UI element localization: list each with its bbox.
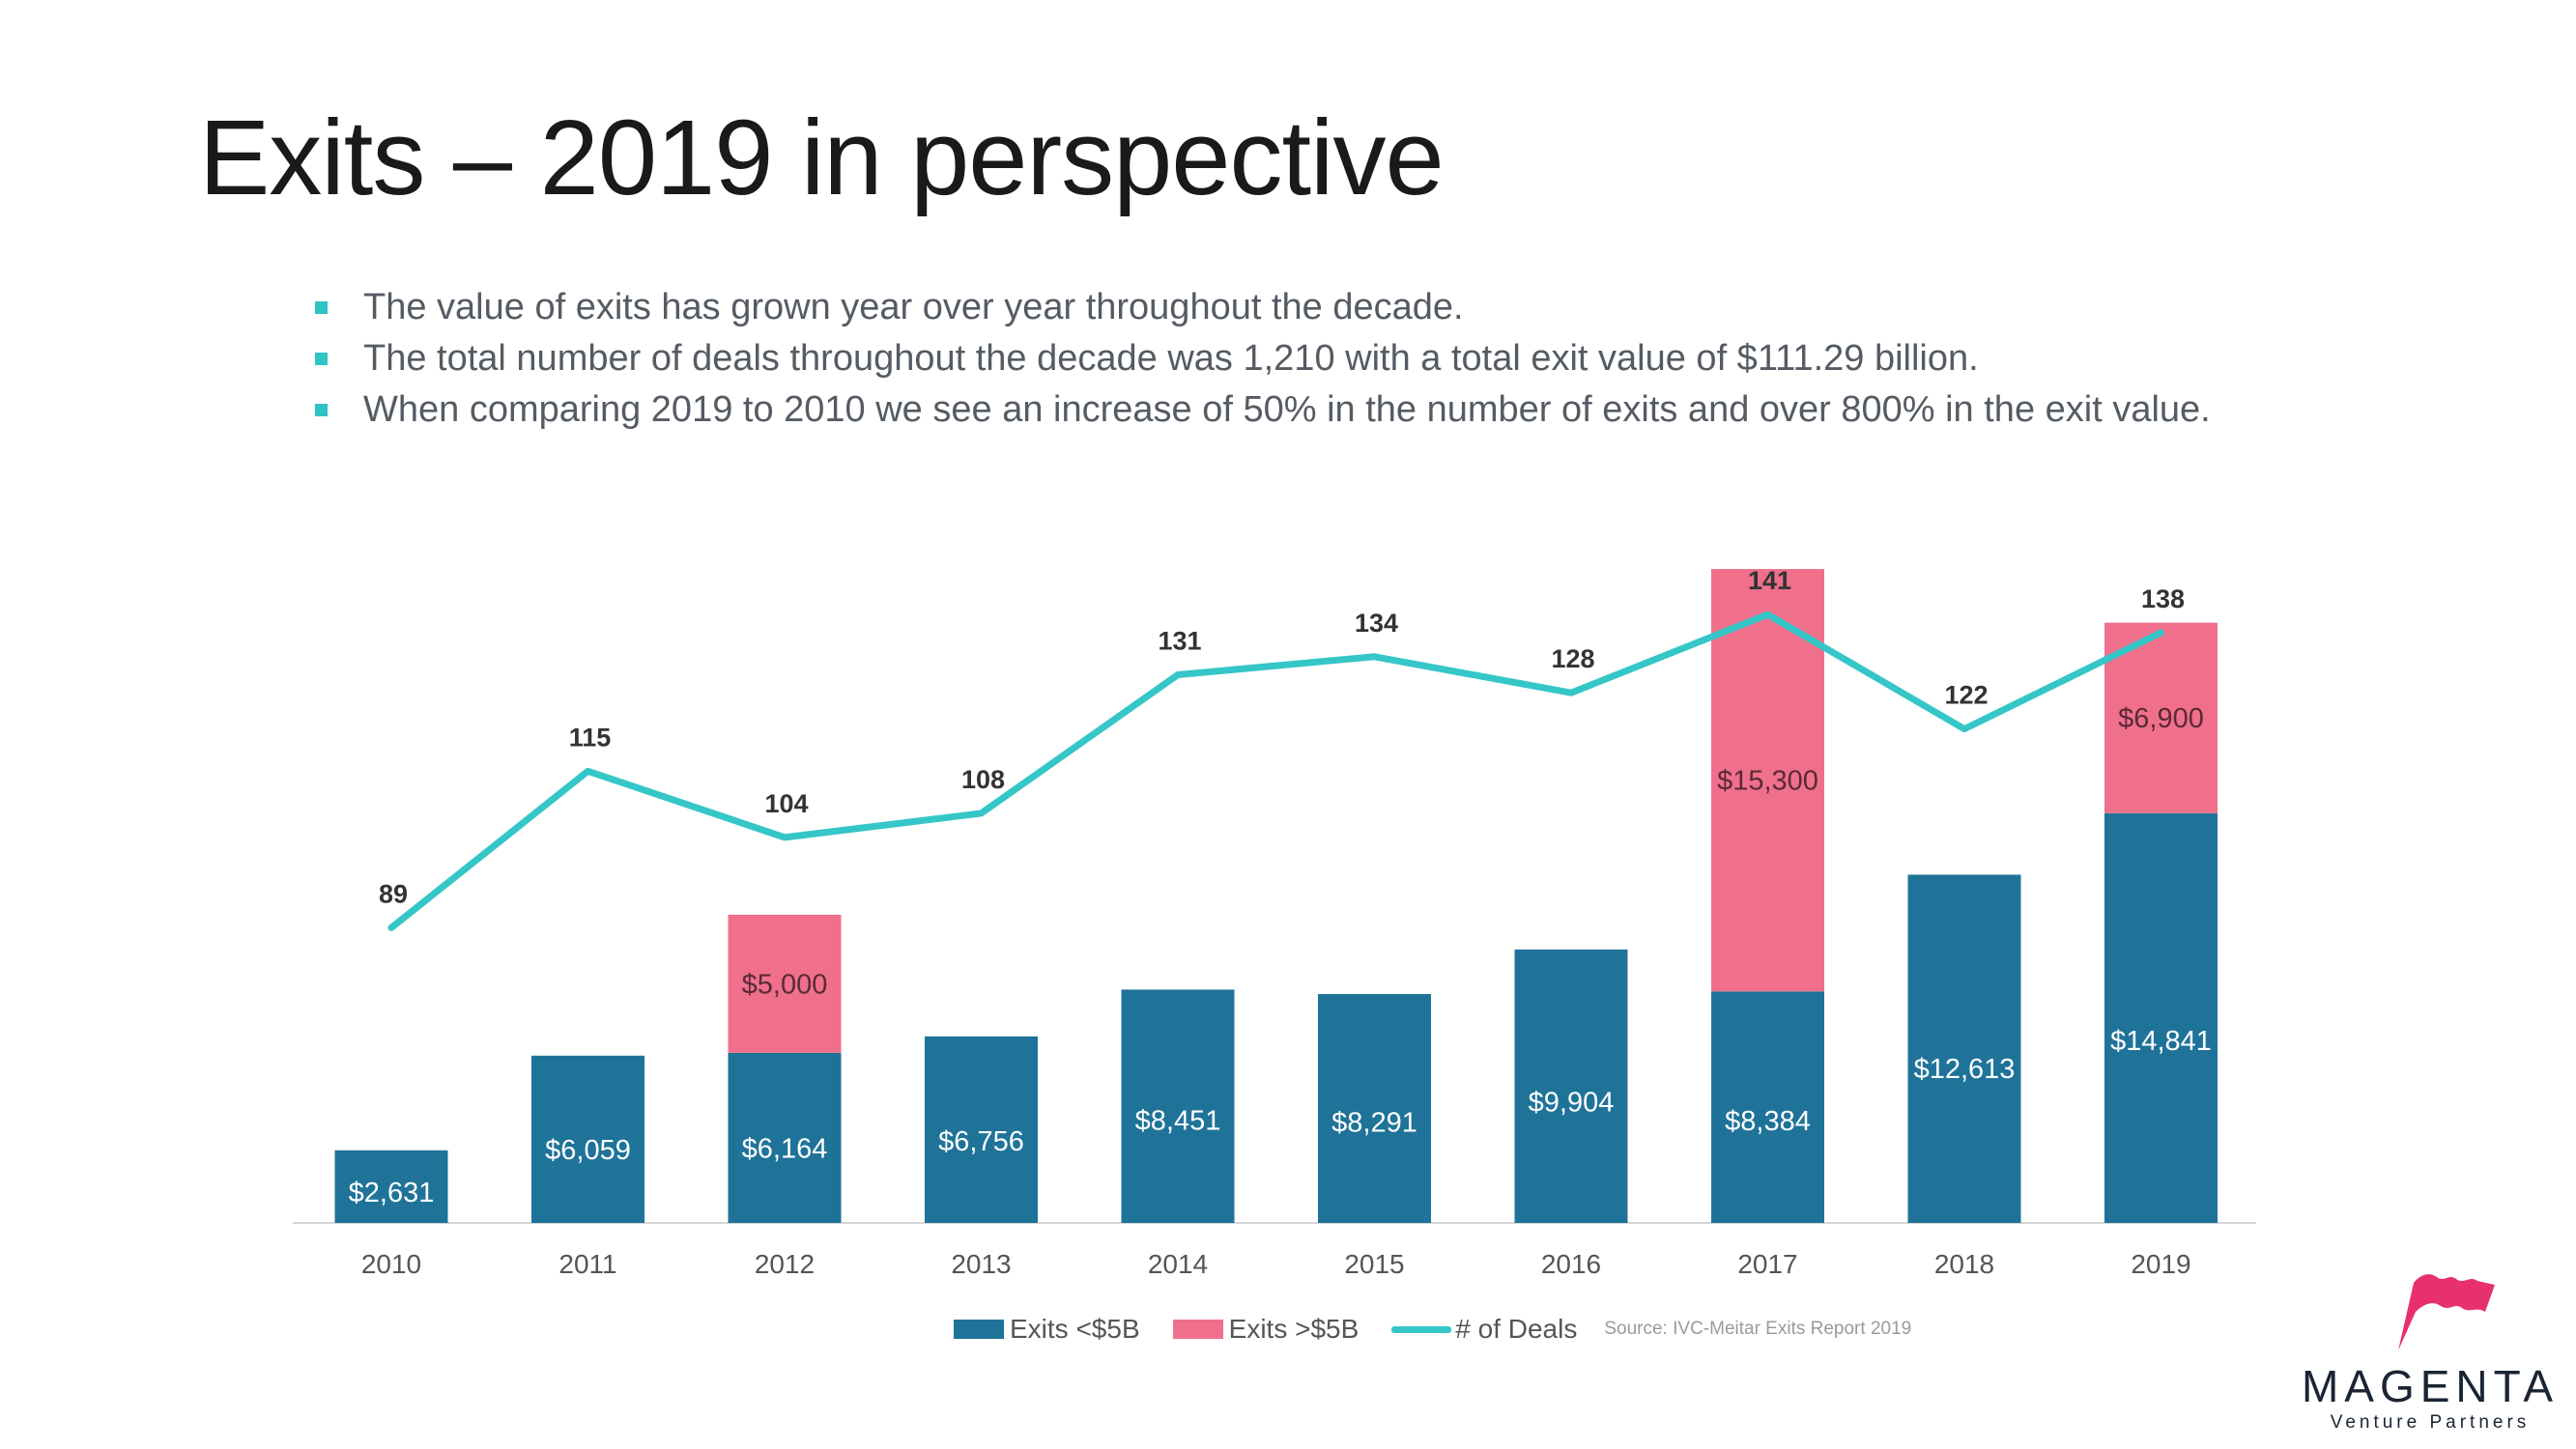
bar-value-label: $8,291 — [1331, 1107, 1417, 1138]
bar-value-label: $6,756 — [938, 1126, 1024, 1157]
bullet-text: When comparing 2019 to 2010 we see an in… — [363, 389, 2211, 430]
x-tick-label: 2014 — [1148, 1249, 1208, 1279]
x-tick-label: 2016 — [1541, 1249, 1601, 1279]
x-tick-label: 2010 — [361, 1249, 421, 1279]
legend-swatch — [1172, 1320, 1223, 1339]
chart-legend: Exits <$5B Exits >$5B # of Deals Source:… — [954, 1314, 1911, 1345]
bar-value-label: $12,613 — [1914, 1054, 2016, 1085]
magenta-logo: MAGENTA Venture Partners — [2300, 1265, 2561, 1439]
deals-value-label: 128 — [1551, 644, 1594, 673]
legend-item-exits-large: Exits >$5B — [1172, 1314, 1360, 1345]
bar-value-label: $6,059 — [545, 1135, 631, 1166]
deals-value-label: 141 — [1748, 566, 1791, 595]
bullet-square-icon — [315, 353, 328, 365]
bullet-square-icon — [315, 404, 328, 416]
bullet-text: The value of exits has grown year over y… — [363, 287, 1464, 327]
page-title: Exits – 2019 in perspective — [199, 99, 1445, 217]
bar-value-label: $2,631 — [349, 1178, 435, 1208]
bullet-item: When comparing 2019 to 2010 we see an in… — [315, 384, 2211, 436]
bar-exits-small — [1907, 874, 2021, 1223]
bullet-item: The total number of deals throughout the… — [315, 333, 2211, 384]
deals-value-label: 104 — [764, 789, 808, 818]
legend-label: # of Deals — [1455, 1314, 1578, 1344]
bar-exits-small — [1318, 994, 1431, 1223]
deals-value-label: 89 — [379, 879, 408, 908]
bar-exits-small — [334, 1150, 448, 1223]
legend-item-exits-small: Exits <$5B — [954, 1314, 1140, 1345]
legend-item-deals: # of Deals — [1391, 1314, 1577, 1345]
bullet-text: The total number of deals throughout the… — [363, 338, 1979, 379]
logo-wordmark: MAGENTA — [2301, 1361, 2560, 1411]
bar-value-label: $14,841 — [2110, 1026, 2212, 1057]
x-tick-label: 2019 — [2131, 1249, 2190, 1279]
bar-exits-small — [531, 1055, 644, 1223]
legend-label: Exits >$5B — [1228, 1314, 1360, 1344]
bar-exits-small — [1121, 989, 1235, 1223]
bar-value-label: $6,164 — [742, 1134, 828, 1165]
bullet-list: The value of exits has grown year over y… — [315, 282, 2211, 436]
bar-value-label: $9,904 — [1529, 1088, 1615, 1119]
x-tick-label: 2018 — [1934, 1249, 1994, 1279]
bar-exits-small — [1514, 949, 1628, 1223]
bar-exits-small — [728, 1052, 842, 1223]
deals-line — [387, 611, 2164, 931]
bar-exits-small — [2104, 812, 2218, 1223]
legend-swatch — [1391, 1325, 1452, 1333]
deals-value-label: 131 — [1158, 626, 1201, 655]
bar-exits-small — [1711, 991, 1824, 1223]
deals-value-label: 138 — [2141, 584, 2185, 613]
bar-value-label: $5,000 — [742, 969, 828, 1000]
bullet-item: The value of exits has grown year over y… — [315, 282, 2211, 333]
bar-value-label: $6,900 — [2118, 703, 2204, 734]
deals-value-label: 115 — [569, 723, 612, 752]
logo-tagline: Venture Partners — [2330, 1412, 2531, 1433]
x-tick-label: 2017 — [1737, 1249, 1797, 1279]
deals-value-label: 134 — [1355, 609, 1398, 638]
bullet-square-icon — [315, 301, 328, 314]
legend-swatch — [954, 1320, 1004, 1339]
bar-value-label: $15,300 — [1717, 766, 1818, 797]
x-tick-label: 2011 — [558, 1249, 616, 1279]
flag-icon — [2398, 1274, 2495, 1350]
bar-value-label: $8,384 — [1725, 1106, 1811, 1137]
bar-exits-small — [925, 1036, 1038, 1223]
bar-exits-large — [728, 914, 842, 1053]
deals-value-label: 122 — [1944, 681, 1988, 710]
x-tick-label: 2015 — [1344, 1249, 1404, 1279]
legend-label: Exits <$5B — [1010, 1314, 1140, 1344]
x-tick-label: 2013 — [951, 1249, 1011, 1279]
deals-value-label: 108 — [961, 765, 1005, 794]
x-tick-label: 2012 — [755, 1249, 815, 1279]
source-note: Source: IVC-Meitar Exits Report 2019 — [1604, 1319, 1912, 1339]
bar-value-label: $8,451 — [1135, 1105, 1221, 1136]
